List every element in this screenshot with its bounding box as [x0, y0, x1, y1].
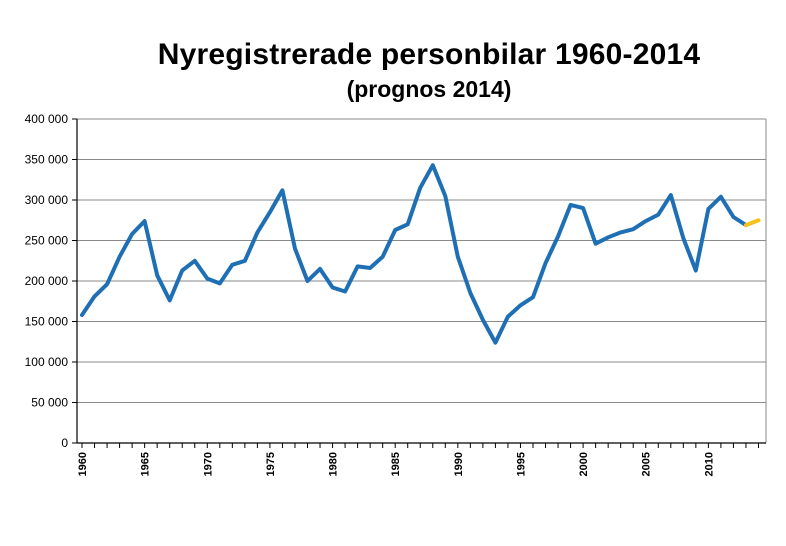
y-tick-label: 250 000: [25, 234, 69, 248]
y-axis-ticks: 0 50 000 100 000 150 000 200 000 250 000 300 0…: [25, 112, 77, 450]
y-tick-label: 0: [61, 436, 68, 450]
x-tick-label: 1970: [202, 452, 214, 476]
chart-subtitle: (prognos 2014): [346, 76, 512, 102]
series-line: [744, 218, 761, 228]
y-tick-label: 350 000: [25, 153, 69, 167]
x-tick-label: 2005: [641, 452, 653, 476]
gridlines: [77, 118, 766, 403]
y-tick-label: 150 000: [25, 315, 69, 329]
x-tick-label: 1985: [390, 452, 402, 476]
y-tick-label: 300 000: [25, 193, 69, 207]
x-tick-label: 1980: [328, 452, 340, 476]
y-tick-label: 50 000: [31, 396, 68, 410]
x-tick-label: 1995: [515, 452, 527, 476]
x-tick-label: 1990: [453, 452, 465, 476]
x-tick-label: 2010: [703, 452, 715, 476]
chart-title: Nyregistrerade personbilar 1960-2014: [157, 38, 701, 71]
y-tick-label: 100 000: [25, 355, 69, 369]
series-lines: [80, 163, 761, 345]
x-tick-label: 1960: [77, 452, 89, 476]
x-tick-label: 1975: [265, 452, 277, 476]
series-line: [80, 163, 748, 345]
y-tick-label: 200 000: [25, 274, 69, 288]
x-tick-label: 1965: [140, 452, 152, 476]
y-tick-label: 400 000: [25, 112, 69, 126]
x-axis-ticks: 1960 1965 1970 1975 1980 1985 1990 1995 2000 2005…: [77, 443, 759, 476]
x-tick-label: 2000: [578, 452, 590, 476]
